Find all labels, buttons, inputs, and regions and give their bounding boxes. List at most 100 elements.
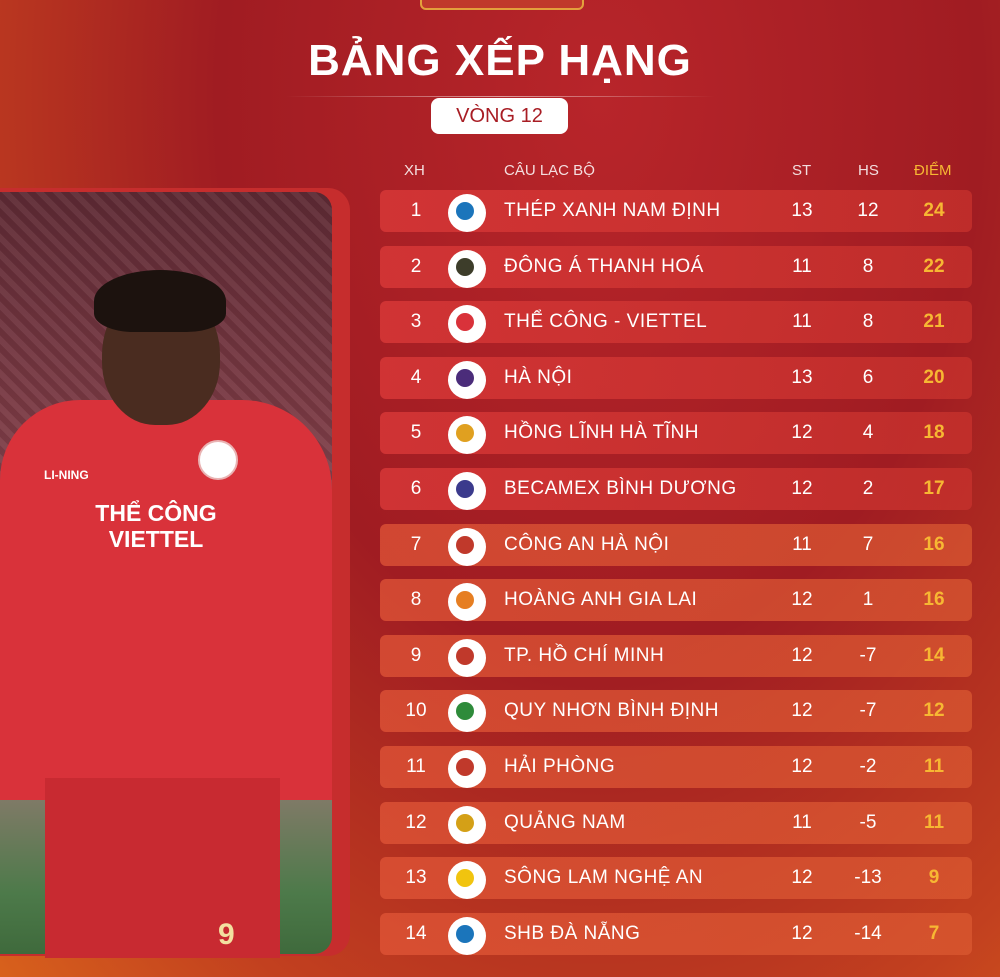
table-row: 6 BECAMEX BÌNH DƯƠNG 12 2 17 [380, 468, 972, 510]
points-cell: 17 [923, 478, 945, 499]
club-name: THÉP XANH NAM ĐỊNH [504, 200, 721, 221]
player-shorts [45, 778, 280, 958]
goal-diff-cell: 2 [862, 478, 874, 499]
club-name: TP. HỒ CHÍ MINH [504, 644, 665, 666]
played-cell: 11 [792, 311, 812, 333]
table-row: 4 HÀ NỘI 13 6 20 [380, 356, 972, 399]
nam-dinh-logo-icon [448, 194, 486, 232]
ha-noi-logo-icon [448, 360, 486, 399]
points-cell: 18 [923, 422, 945, 444]
played-cell: 12 [791, 756, 813, 777]
logo-emblem [456, 646, 474, 665]
played-cell: 11 [792, 533, 812, 555]
rank-cell: 10 [405, 700, 427, 722]
rank-cell: 2 [410, 255, 422, 277]
table-row: 5 HỒNG LĨNH HÀ TĨNH 12 4 18 [380, 412, 972, 455]
rank-cell: 1 [410, 200, 422, 221]
header-played: ST [792, 162, 812, 179]
played-cell: 12 [791, 644, 813, 666]
points-cell: 22 [923, 255, 945, 277]
played-cell: 12 [791, 922, 813, 944]
logo-emblem [456, 368, 474, 387]
header-diff: HS [858, 162, 879, 179]
goal-diff-cell: 12 [857, 200, 879, 221]
logo-emblem [456, 591, 474, 610]
rank-cell: 7 [410, 533, 422, 555]
club-name: HÀ NỘI [504, 366, 573, 388]
round-badge: VÒNG 12 [431, 98, 568, 134]
goal-diff-cell: 8 [862, 311, 874, 333]
table-row: 2 ĐÔNG Á THANH HOÁ 11 8 22 [380, 245, 972, 288]
table-row: 13 SÔNG LAM NGHỆ AN 12 -13 9 [380, 857, 972, 900]
goal-diff-cell: -5 [859, 811, 877, 833]
table-row: 9 TP. HỒ CHÍ MINH 12 -7 14 [380, 634, 972, 677]
rank-cell: 8 [410, 589, 422, 611]
goal-diff-cell: 4 [862, 422, 874, 444]
goal-diff-cell: -7 [859, 700, 877, 722]
shirt-brand: LI-NING [44, 468, 89, 482]
club-name: THỂ CÔNG - VIETTEL [504, 311, 708, 333]
top-tab-decoration [420, 0, 584, 10]
logo-emblem [456, 702, 474, 721]
logo-emblem [456, 924, 474, 943]
binh-dinh-logo-icon [448, 694, 486, 733]
logo-emblem [456, 202, 474, 220]
logo-emblem [456, 869, 474, 888]
binh-duong-logo-icon [448, 472, 486, 510]
shirt-crest-icon [198, 440, 238, 480]
played-cell: 11 [792, 255, 812, 277]
hagl-logo-icon [448, 583, 486, 622]
goal-diff-cell: -13 [854, 867, 882, 889]
table-row: 1 THÉP XANH NAM ĐỊNH 13 12 24 [380, 190, 972, 232]
page-title: BẢNG XẾP HẠNG [308, 36, 692, 85]
club-name: HOÀNG ANH GIA LAI [504, 589, 698, 611]
quang-nam-logo-icon [448, 805, 486, 844]
club-name: HẢI PHÒNG [504, 756, 616, 777]
cahn-logo-icon [448, 527, 486, 566]
club-name: CÔNG AN HÀ NỘI [504, 533, 670, 555]
club-name: QUẢNG NAM [504, 811, 626, 833]
da-nang-logo-icon [448, 916, 486, 955]
points-cell: 14 [923, 644, 945, 666]
logo-emblem [456, 313, 474, 332]
logo-emblem [456, 480, 474, 498]
played-cell: 13 [791, 366, 813, 388]
logo-emblem [456, 535, 474, 554]
played-cell: 12 [791, 700, 813, 722]
table-row: 8 HOÀNG ANH GIA LAI 12 1 16 [380, 579, 972, 622]
table-row: 12 QUẢNG NAM 11 -5 11 [380, 801, 972, 844]
played-cell: 12 [791, 478, 813, 499]
club-name: HỒNG LĨNH HÀ TĨNH [504, 422, 700, 444]
club-name: SHB ĐÀ NẴNG [504, 922, 641, 944]
title-divider [285, 96, 715, 97]
played-cell: 12 [791, 589, 813, 611]
goal-diff-cell: 6 [862, 366, 874, 388]
played-cell: 12 [791, 422, 813, 444]
logo-emblem [456, 257, 474, 276]
ha-tinh-logo-icon [448, 416, 486, 455]
rank-cell: 12 [405, 811, 427, 833]
rank-cell: 11 [406, 756, 426, 777]
player-hair [94, 270, 226, 332]
table-row: 14 SHB ĐÀ NẴNG 12 -14 7 [380, 912, 972, 955]
points-cell: 16 [923, 533, 945, 555]
rank-cell: 5 [410, 422, 422, 444]
goal-diff-cell: -2 [859, 756, 877, 777]
points-cell: 16 [923, 589, 945, 611]
points-cell: 12 [923, 700, 945, 722]
points-cell: 11 [923, 811, 945, 833]
rank-cell: 9 [410, 644, 422, 666]
goal-diff-cell: 7 [862, 533, 874, 555]
rank-cell: 13 [405, 867, 427, 889]
table-row: 11 HẢI PHÒNG 12 -2 11 [380, 746, 972, 788]
slna-logo-icon [448, 861, 486, 900]
club-name: QUY NHƠN BÌNH ĐỊNH [504, 700, 719, 722]
shirt-sponsor-text: THỂ CÔNG VIETTEL [95, 500, 217, 552]
points-cell: 9 [928, 867, 940, 889]
table-row: 7 CÔNG AN HÀ NỘI 11 7 16 [380, 523, 972, 566]
played-cell: 13 [791, 200, 813, 221]
header-rank: XH [404, 162, 425, 179]
header-club: CÂU LẠC BỘ [504, 162, 595, 179]
header-points: ĐIỂM [914, 162, 952, 179]
player-shirt [0, 400, 332, 800]
